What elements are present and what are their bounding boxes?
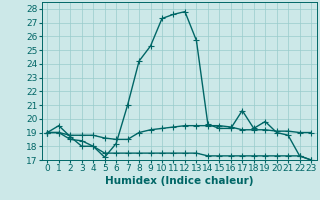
- X-axis label: Humidex (Indice chaleur): Humidex (Indice chaleur): [105, 176, 253, 186]
